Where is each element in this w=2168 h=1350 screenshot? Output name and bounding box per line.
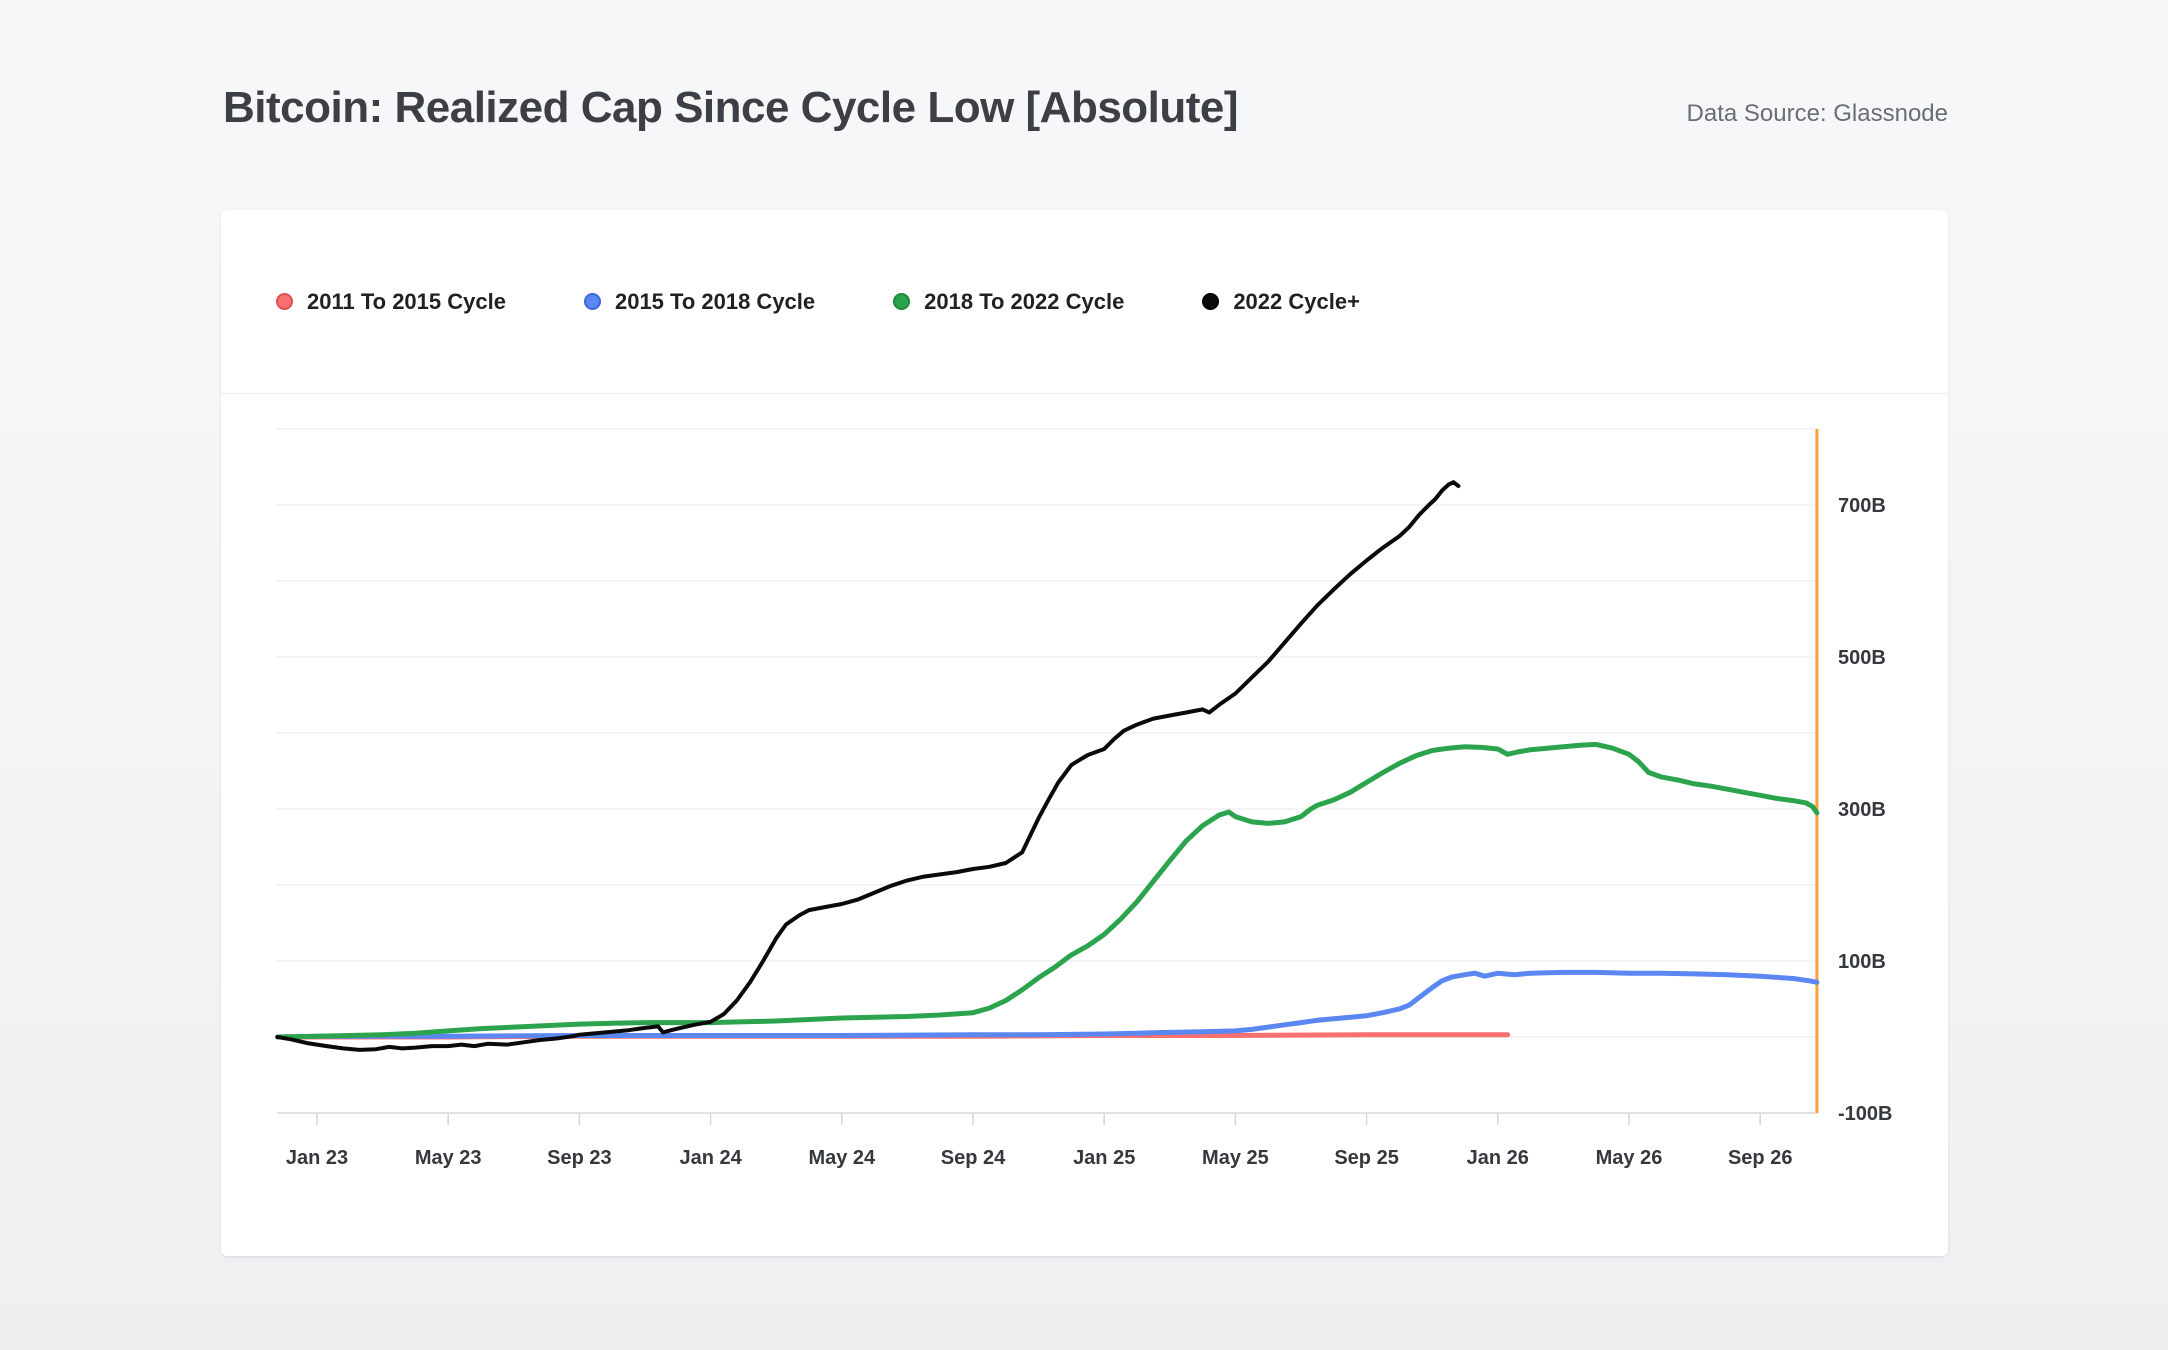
x-axis-label: Jan 25 [1073, 1147, 1135, 1169]
series-line-2018-to-2022-cycle [275, 741, 1820, 1040]
x-axis-label: May 23 [415, 1147, 482, 1169]
x-axis-label: May 26 [1596, 1147, 1663, 1169]
legend-dot-icon [276, 293, 293, 310]
legend-item-2011-2015-cycle[interactable]: 2011 To 2015 Cycle [276, 289, 506, 315]
x-axis-label: Sep 23 [547, 1147, 611, 1169]
legend-item-2018-2022-cycle[interactable]: 2018 To 2022 Cycle [893, 289, 1124, 315]
chart-svg: Jan 23 May 23 Sep 23 Jan 24 May 24 Sep 24 Jan … [275, 428, 1892, 1169]
chart-legend: 2011 To 2015 Cycle 2015 To 2018 Cycle 20… [221, 210, 1948, 394]
x-axis-label: Sep 24 [941, 1147, 1006, 1169]
legend-dot-icon [1202, 293, 1220, 310]
page-title: Bitcoin: Realized Cap Since Cycle Low [A… [223, 83, 1239, 132]
x-axis-label: Jan 24 [679, 1147, 742, 1169]
y-axis-label: 500B [1838, 647, 1886, 669]
legend-dot-icon [583, 293, 601, 310]
legend-item-2015-2018-cycle[interactable]: 2015 To 2018 Cycle [583, 288, 816, 315]
data-source-label: Data Source: Glassnode [1686, 100, 1948, 128]
x-axis-label: Sep 25 [1334, 1147, 1398, 1169]
series-line-2022-cycle [275, 480, 1461, 1052]
chart-card: 2011 To 2015 Cycle 2015 To 2018 Cycle 20… [221, 210, 1948, 1256]
y-axis-label: 300B [1838, 799, 1886, 821]
x-axis-label: May 25 [1202, 1147, 1269, 1169]
x-axis-label: Jan 23 [286, 1147, 348, 1169]
page-header: Bitcoin: Realized Cap Since Cycle Low [A… [223, 83, 1948, 132]
y-axis-label: 100B [1838, 951, 1886, 973]
y-axis-label: 700B [1838, 495, 1886, 517]
x-axis-label: May 24 [808, 1147, 876, 1169]
y-axis-label: -100B [1838, 1103, 1892, 1125]
legend-item-label: 2015 To 2018 Cycle [614, 288, 816, 314]
legend-dot-icon [893, 293, 911, 310]
legend-item-label: 2011 To 2015 Cycle [307, 288, 506, 314]
legend-item-2022-cycle-plus[interactable]: 2022 Cycle+ [1202, 289, 1360, 315]
series-line-2015-to-2018-cycle [275, 969, 1820, 1040]
x-axis-label: Jan 26 [1467, 1147, 1529, 1169]
legend-item-label: 2022 Cycle+ [1233, 288, 1360, 314]
x-axis-label: Sep 26 [1728, 1147, 1792, 1169]
legend-item-label: 2018 To 2022 Cycle [924, 288, 1125, 314]
